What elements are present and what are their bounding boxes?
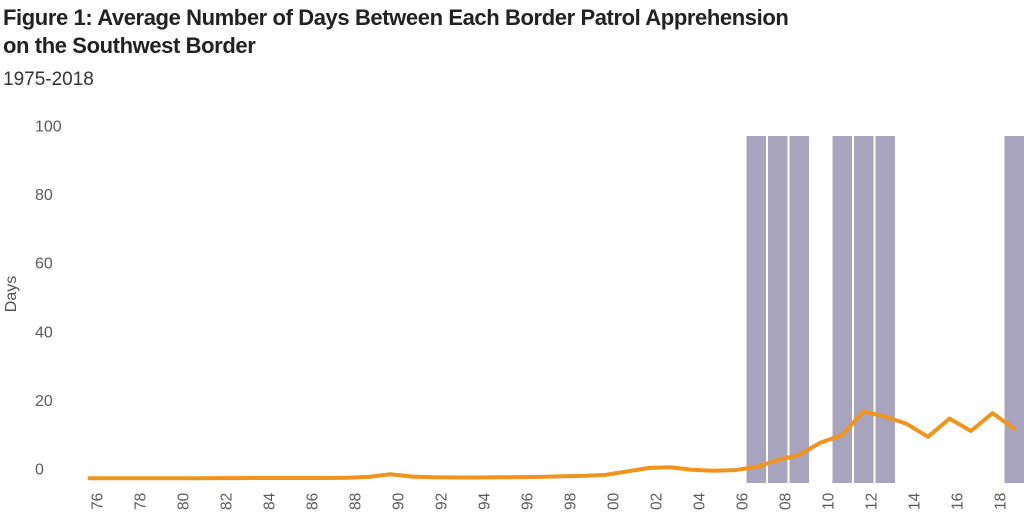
- y-axis-tick-labels: 0 20 40 60 80 100: [35, 119, 62, 479]
- x-tick-label-14: 14: [907, 492, 924, 510]
- x-tick-label-80: 80: [176, 492, 193, 510]
- highlight-band-2018: [1004, 136, 1024, 483]
- x-tick-label-78: 78: [133, 493, 150, 510]
- highlight-band-2007: [767, 136, 788, 483]
- x-tick-label-84: 84: [262, 492, 279, 510]
- highlight-band-2006: [746, 136, 766, 483]
- x-tick-label-76: 76: [90, 493, 107, 510]
- figure-title-line-2: on the Southwest Border: [3, 33, 256, 58]
- x-axis-tick-labels: 76 78 80 82 84 86 88 90 92 94 96 98 00 02 04 06 08 10 12 14…: [90, 492, 1010, 510]
- y-tick-label-80: 80: [35, 187, 53, 204]
- y-tick-label-60: 60: [35, 256, 53, 273]
- y-tick-label-100: 100: [35, 119, 62, 136]
- x-tick-label-02: 02: [649, 493, 666, 510]
- figure-header: Figure 1: Average Number of Days Between…: [3, 4, 1018, 91]
- x-tick-label-08: 08: [778, 493, 795, 510]
- x-tick-label-96: 96: [520, 493, 537, 510]
- x-tick-label-06: 06: [735, 493, 752, 510]
- x-tick-label-98: 98: [563, 493, 580, 510]
- x-tick-label-16: 16: [950, 493, 967, 510]
- highlight-band-2011: [853, 136, 874, 483]
- figure-subtitle: 1975-2018: [3, 69, 94, 90]
- y-axis-title: Days: [3, 276, 20, 312]
- x-tick-label-88: 88: [348, 493, 365, 510]
- x-tick-label-82: 82: [219, 493, 236, 510]
- apprehension-line: [87, 409, 1016, 481]
- y-tick-label-0: 0: [35, 462, 44, 479]
- highlight-bands: [746, 136, 1024, 483]
- highlight-band-2010: [832, 136, 852, 483]
- x-tick-label-90: 90: [391, 492, 408, 510]
- x-tick-label-10: 10: [821, 492, 838, 510]
- x-tick-label-00: 00: [606, 492, 623, 510]
- highlight-band-2012: [875, 136, 895, 483]
- y-tick-label-40: 40: [35, 324, 53, 341]
- figure-title: Figure 1: Average Number of Days Between…: [3, 4, 1018, 60]
- x-tick-label-92: 92: [434, 493, 451, 510]
- x-tick-label-04: 04: [692, 492, 709, 510]
- x-tick-label-94: 94: [477, 492, 494, 510]
- x-tick-label-18: 18: [993, 493, 1010, 510]
- highlight-band-2008: [789, 136, 809, 483]
- y-tick-label-20: 20: [35, 393, 53, 410]
- figure-title-line-1: Figure 1: Average Number of Days Between…: [3, 5, 789, 30]
- x-tick-label-86: 86: [305, 493, 322, 510]
- x-tick-label-12: 12: [864, 493, 881, 510]
